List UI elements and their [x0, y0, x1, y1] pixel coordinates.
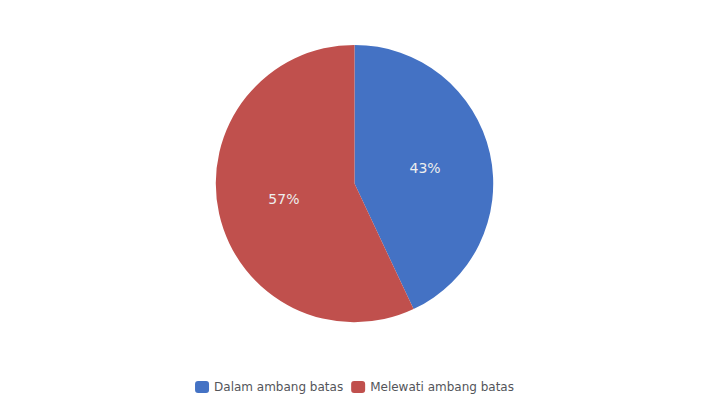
svg-text:43%: 43%: [410, 160, 441, 176]
svg-text:Melewati ambang batas: Melewati ambang batas: [370, 380, 514, 394]
svg-text:57%: 57%: [268, 191, 299, 207]
svg-text:Dalam ambang batas: Dalam ambang batas: [214, 380, 343, 394]
